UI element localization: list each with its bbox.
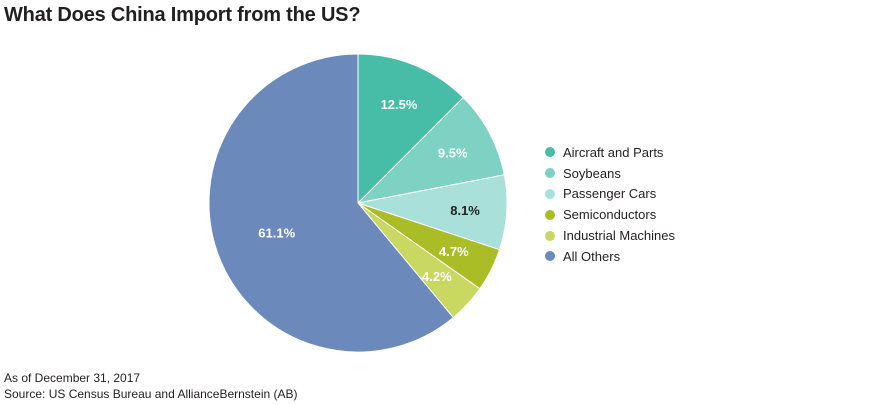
legend-label: Soybeans [563,165,621,181]
legend-swatch [545,209,555,220]
pie-slice-soybeans [356,96,505,204]
source-note: Source: US Census Bureau and AllianceBer… [4,387,298,401]
legend-item: Aircraft and Parts [545,142,675,163]
legend-label: All Others [563,248,621,264]
date-note: As of December 31, 2017 [4,371,141,385]
legend-swatch [545,230,555,241]
legend-item: Soybeans [545,163,675,184]
slice-value-label: 8.1% [450,203,480,218]
slice-value-label: 4.2% [422,269,452,284]
legend-item: Industrial Machines [545,225,675,246]
legend-swatch [545,251,555,262]
legend: Aircraft and Parts Soybeans Passenger Cars… [545,142,675,267]
pie-slice-labels: 12.5% 9.5% 8.1% 4.7% 4.2% 61.1% [258,97,480,284]
slice-value-label: 9.5% [438,146,468,161]
pie-slices [208,53,508,353]
legend-label: Semiconductors [563,207,657,223]
pie-slice-aircraft-and-parts [357,53,464,205]
legend-label: Passenger Cars [563,186,657,202]
legend-item: All Others [545,246,675,267]
slice-value-label: 12.5% [381,97,418,112]
legend-item: Passenger Cars [545,184,675,205]
slice-value-label: 4.7% [439,244,469,259]
chart-title: What Does China Import from the US? [4,4,361,26]
footer: As of December 31, 2017 Source: US Censu… [4,370,298,402]
legend-swatch [545,147,555,158]
legend-label: Industrial Machines [563,228,675,244]
legend-item: Semiconductors [545,204,675,225]
legend-swatch [545,188,555,199]
legend-label: Aircraft and Parts [563,144,664,160]
pie-slice-all-others [208,53,454,353]
slice-value-label: 61.1% [258,225,295,240]
legend-swatch [545,168,555,179]
